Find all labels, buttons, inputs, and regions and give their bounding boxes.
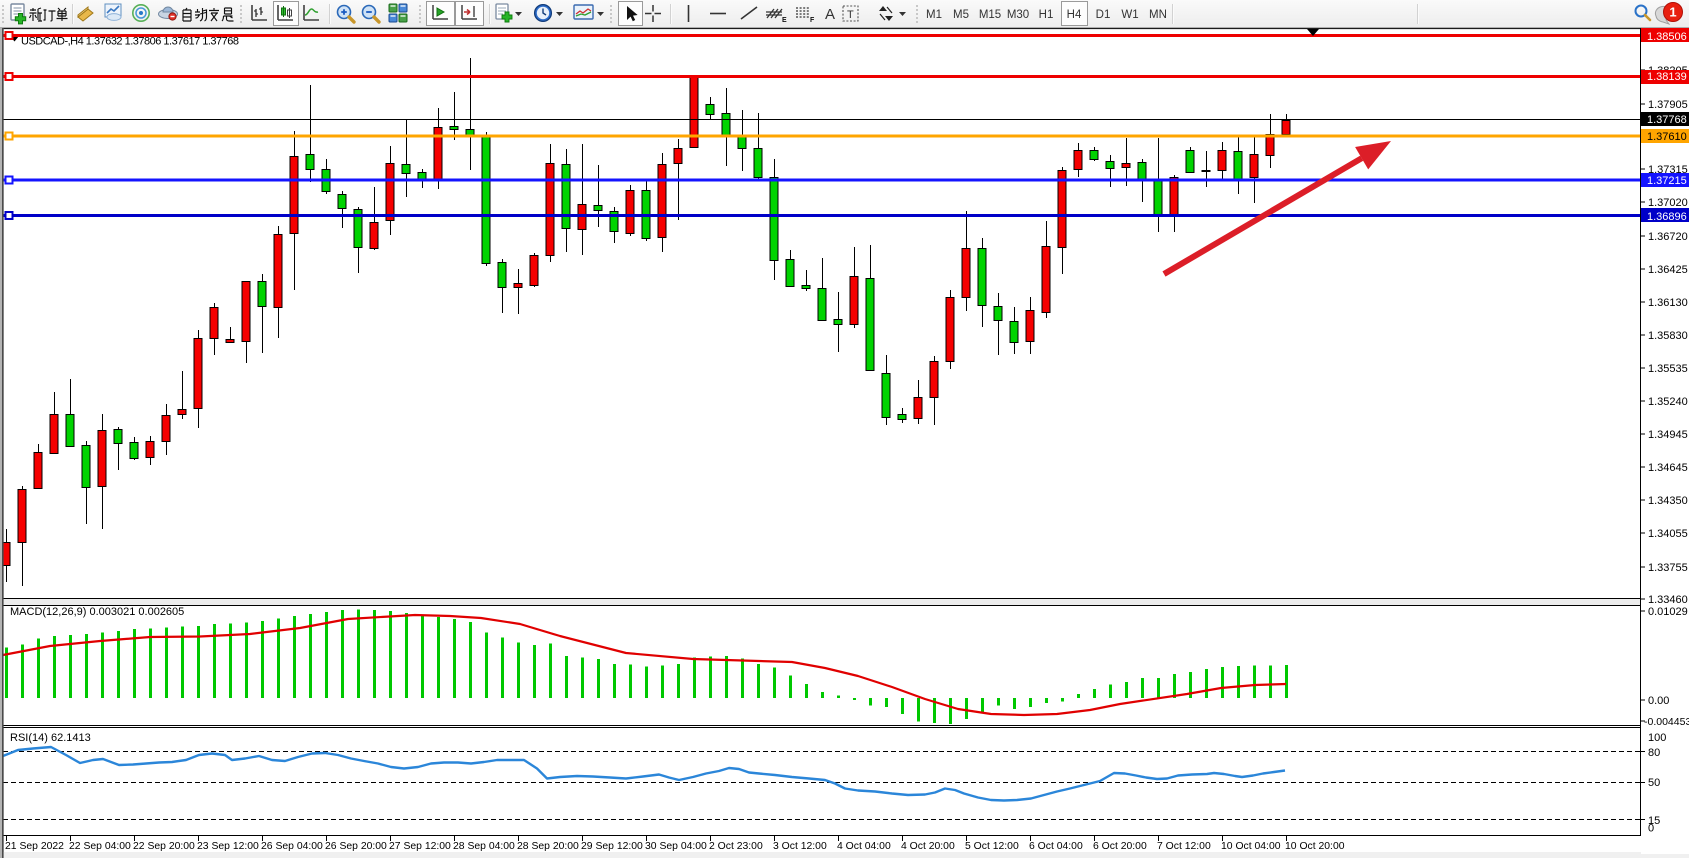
svg-text:H1: H1 [1039, 9, 1054, 21]
svg-text:1: 1 [1669, 5, 1676, 20]
svg-text:22 Sep 04:00: 22 Sep 04:00 [69, 841, 131, 852]
svg-text:0.01029: 0.01029 [1648, 606, 1688, 618]
svg-text:1.33755: 1.33755 [1648, 562, 1688, 574]
svg-text:26 Sep 20:00: 26 Sep 20:00 [325, 841, 387, 852]
svg-text:0: 0 [1648, 823, 1654, 835]
svg-text:4 Oct 04:00: 4 Oct 04:00 [837, 841, 891, 852]
svg-text:USDCAD-,H4 1.37632 1.37806 1.: USDCAD-,H4 1.37632 1.37806 1.37617 1.377… [21, 36, 239, 48]
svg-text:100: 100 [1648, 732, 1666, 744]
svg-text:F: F [810, 17, 815, 24]
svg-text:1.34945: 1.34945 [1648, 429, 1688, 441]
svg-text:30 Sep 04:00: 30 Sep 04:00 [645, 841, 707, 852]
svg-text:1.34645: 1.34645 [1648, 462, 1688, 474]
svg-text:1.37610: 1.37610 [1647, 131, 1687, 143]
svg-text:W1: W1 [1121, 9, 1138, 21]
svg-text:RSI(14) 62.1413: RSI(14) 62.1413 [10, 732, 91, 744]
svg-text:28 Sep 04:00: 28 Sep 04:00 [453, 841, 515, 852]
svg-text:1.33460: 1.33460 [1648, 594, 1688, 606]
svg-text:15: 15 [1648, 815, 1660, 827]
svg-text:50: 50 [1648, 777, 1660, 789]
svg-text:1.37020: 1.37020 [1648, 197, 1688, 209]
svg-text:4 Oct 20:00: 4 Oct 20:00 [901, 841, 955, 852]
svg-text:1.35535: 1.35535 [1648, 363, 1688, 375]
svg-text:23 Sep 12:00: 23 Sep 12:00 [197, 841, 259, 852]
svg-text:2 Oct 23:00: 2 Oct 23:00 [709, 841, 763, 852]
svg-text:26 Sep 04:00: 26 Sep 04:00 [261, 841, 323, 852]
svg-text:1.38506: 1.38506 [1647, 31, 1687, 43]
svg-text:1.36896: 1.36896 [1647, 211, 1687, 223]
svg-text:-0.004453: -0.004453 [1644, 716, 1689, 728]
svg-text:M30: M30 [1007, 9, 1029, 21]
svg-text:T: T [847, 9, 854, 21]
svg-text:M5: M5 [953, 9, 969, 21]
svg-text:1.38139: 1.38139 [1647, 71, 1687, 83]
svg-text:28 Sep 20:00: 28 Sep 20:00 [517, 841, 579, 852]
svg-text:1.35240: 1.35240 [1648, 396, 1688, 408]
svg-text:5 Oct 12:00: 5 Oct 12:00 [965, 841, 1019, 852]
svg-text:1.37768: 1.37768 [1647, 114, 1687, 126]
svg-text:E: E [782, 17, 787, 24]
svg-text:1.36130: 1.36130 [1648, 297, 1688, 309]
svg-text:D1: D1 [1096, 9, 1111, 21]
svg-text:M1: M1 [926, 9, 942, 21]
svg-text:0.00: 0.00 [1648, 695, 1669, 707]
svg-text:6 Oct 20:00: 6 Oct 20:00 [1093, 841, 1147, 852]
svg-text:27 Sep 12:00: 27 Sep 12:00 [389, 841, 451, 852]
svg-text:1.36720: 1.36720 [1648, 231, 1688, 243]
svg-text:A: A [825, 6, 835, 23]
svg-text:7 Oct 12:00: 7 Oct 12:00 [1157, 841, 1211, 852]
svg-text:1.37215: 1.37215 [1647, 175, 1687, 187]
svg-text:MN: MN [1149, 9, 1167, 21]
svg-text:1.37905: 1.37905 [1648, 99, 1688, 111]
svg-text:1.36425: 1.36425 [1648, 264, 1688, 276]
svg-text:1.35830: 1.35830 [1648, 330, 1688, 342]
svg-text:22 Sep 20:00: 22 Sep 20:00 [133, 841, 195, 852]
svg-text:1.34055: 1.34055 [1648, 528, 1688, 540]
svg-text:29 Sep 12:00: 29 Sep 12:00 [581, 841, 643, 852]
svg-text:10 Oct 20:00: 10 Oct 20:00 [1285, 841, 1345, 852]
svg-text:10 Oct 04:00: 10 Oct 04:00 [1221, 841, 1281, 852]
svg-text:80: 80 [1648, 747, 1660, 759]
svg-text:6 Oct 04:00: 6 Oct 04:00 [1029, 841, 1083, 852]
svg-text:1.34350: 1.34350 [1648, 495, 1688, 507]
svg-text:M15: M15 [979, 9, 1001, 21]
svg-text:3 Oct 12:00: 3 Oct 12:00 [773, 841, 827, 852]
svg-text:MACD(12,26,9) 0.003021 0.00260: MACD(12,26,9) 0.003021 0.002605 [10, 606, 184, 618]
svg-text:21 Sep 2022: 21 Sep 2022 [5, 841, 64, 852]
svg-text:H4: H4 [1067, 9, 1082, 21]
